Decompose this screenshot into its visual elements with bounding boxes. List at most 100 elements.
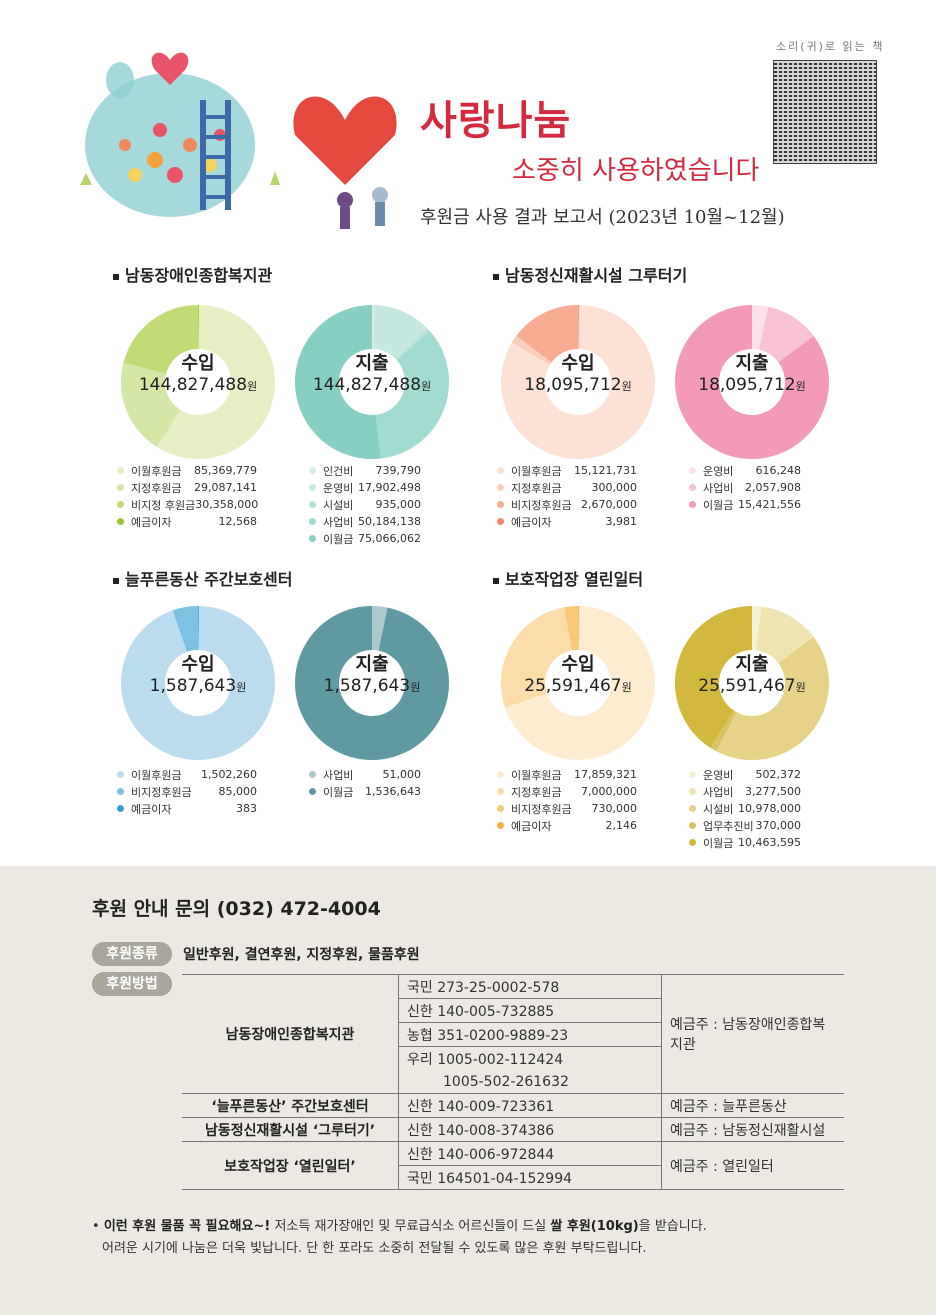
expense-total: 18,095,712원 <box>667 375 837 395</box>
legend-item: 예금이자 12,568 <box>117 513 257 530</box>
expense-total-value: 1,587,643 <box>323 676 411 696</box>
account-holder: 예금주 : 남동정신재활시설 <box>661 1117 844 1142</box>
legend-dot-icon <box>689 501 696 508</box>
legend-value: 30,358,000 <box>195 498 259 511</box>
legend-item: 이월후원금 85,369,779 <box>117 462 257 479</box>
income-slice-0 <box>501 305 655 459</box>
legend-value: 85,369,779 <box>194 464 257 477</box>
legend-item: 운영비 616,248 <box>689 462 801 479</box>
legend-dot-icon <box>689 822 696 829</box>
legend-value: 51,000 <box>382 768 422 781</box>
income-total-unit: 원 <box>236 681 247 694</box>
income-slice-2 <box>564 606 579 651</box>
donation-types: 일반후원, 결연후원, 지정후원, 물품후원 <box>183 947 420 963</box>
income-slice-2 <box>123 305 200 375</box>
legend-dot-icon <box>309 771 316 778</box>
legend-item: 시설비 10,978,000 <box>689 800 801 817</box>
income-total-value: 1,587,643 <box>149 676 237 696</box>
legend-dot-icon <box>689 771 696 778</box>
income-total-value: 18,095,712 <box>524 375 622 395</box>
legend-value: 12,568 <box>218 515 258 528</box>
legend-dot-icon <box>497 484 504 491</box>
legend-item: 이월금 1,536,643 <box>309 783 421 800</box>
income-center-label: 수입 <box>181 353 215 374</box>
account-table: 남동장애인종합복지관 국민 273-25-0002-578 예금주 : 남동장애… <box>182 974 844 1190</box>
note-highlight: 이런 후원 물품 꼭 필요해요~! <box>103 1219 271 1234</box>
account-number: 우리 1005-002-112424 <box>398 1046 662 1070</box>
legend-value: 2,146 <box>605 819 638 832</box>
qr-label: 소리(귀)로 읽는 책 <box>776 40 885 53</box>
table-row: 보호작업장 ‘열린일터’ 신한 140-006-972844 예금주 : 열린일… <box>182 1141 844 1190</box>
piggy-bank-illustration <box>80 52 397 229</box>
legend-value: 10,978,000 <box>738 802 801 815</box>
legend-label: 운영비 <box>703 768 734 782</box>
legend-item: 비지정후원금 2,670,000 <box>497 496 637 513</box>
income-donut-chart <box>121 606 275 760</box>
legend-dot-icon <box>309 501 316 508</box>
expense-slice-1 <box>371 305 428 361</box>
income-donut-chart <box>501 606 655 760</box>
table-row: 국민 164501-04-152994 <box>182 1165 844 1190</box>
expense-donut-chart <box>295 606 449 760</box>
legend-label: 사업비 <box>703 785 734 799</box>
legend-value: 739,790 <box>375 464 422 477</box>
income-total: 18,095,712원 <box>493 375 663 395</box>
legend-label: 비지정후원금 <box>511 802 572 816</box>
legend-label: 비지정후원금 <box>511 498 572 512</box>
legend-label: 비지정 후원금 <box>131 498 196 512</box>
income-slice-1 <box>511 335 552 366</box>
legend-label: 지정후원금 <box>511 785 562 799</box>
legend-label: 이월금 <box>703 498 734 512</box>
income-total-unit: 원 <box>621 681 632 694</box>
income-slice-0 <box>121 606 275 760</box>
expense-slice-2 <box>395 328 430 361</box>
legend-dot-icon <box>117 518 124 525</box>
legend-value: 616,248 <box>755 464 802 477</box>
expense-center-label: 지출 <box>355 353 389 374</box>
expense-slice-3 <box>710 710 737 752</box>
legend-value: 730,000 <box>591 802 638 815</box>
legend-item: 이월금 75,066,062 <box>309 530 421 547</box>
table-row: ‘늘푸른동산’ 주간보호센터 신한 140-009-723361 예금주 : 늘… <box>182 1093 844 1118</box>
legend-item: 업무추진비 370,000 <box>689 817 801 834</box>
legend-item: 사업비 2,057,908 <box>689 479 801 496</box>
income-total-value: 25,591,467 <box>524 676 622 696</box>
legend-item: 예금이자 383 <box>117 800 257 817</box>
org-name: 보호작업장 ‘열린일터’ <box>182 1141 399 1190</box>
legend-dot-icon <box>117 805 124 812</box>
account-number: 1005-502-261632 <box>398 1070 662 1094</box>
note-line-2: 어려운 시기에 나눔은 더욱 빛납니다. 단 한 포라도 소중히 전달될 수 있… <box>102 1241 647 1256</box>
legend-label: 예금이자 <box>131 515 172 529</box>
legend-dot-icon <box>117 484 124 491</box>
legend-dot-icon <box>117 501 124 508</box>
account-number: 신한 140-005-732885 <box>398 998 662 1023</box>
account-holder: 예금주 : 남동장애인종합복지관 <box>661 974 844 1094</box>
legend-item: 이월후원금 1,502,260 <box>117 766 257 783</box>
legend-item: 사업비 50,184,138 <box>309 513 421 530</box>
legend-item: 지정후원금 300,000 <box>497 479 637 496</box>
income-legend: 이월후원금 85,369,779 지정후원금 29,087,141 비지정 후원금 30,… <box>117 462 259 530</box>
legend-label: 이월후원금 <box>131 464 182 478</box>
legend-item: 비지정후원금 85,000 <box>117 783 257 800</box>
legend-label: 예금이자 <box>511 515 552 529</box>
donation-types-pill: 후원종류 <box>92 942 172 966</box>
org-name: ‘늘푸른동산’ 주간보호센터 <box>182 1093 399 1118</box>
legend-item: 운영비 502,372 <box>689 766 801 783</box>
expense-total-unit: 원 <box>795 681 806 694</box>
income-slice-1 <box>121 362 182 448</box>
expense-legend: 사업비 51,000 이월금 1,536,643 <box>309 766 421 800</box>
legend-value: 29,087,141 <box>194 481 257 494</box>
legend-dot-icon <box>309 467 316 474</box>
legend-dot-icon <box>309 518 316 525</box>
section-title: 남동장애인종합복지관 <box>113 262 272 286</box>
qr-code[interactable] <box>773 60 877 164</box>
legend-label: 이월금 <box>323 785 354 799</box>
donation-note: • 이런 후원 물품 꼭 필요해요~! 저소득 재가장애인 및 무료급식소 어르… <box>92 1216 892 1260</box>
contact-heading: 후원 안내 문의 (032) 472-4004 <box>92 898 381 920</box>
legend-label: 시설비 <box>703 802 734 816</box>
legend-item: 비지정후원금 730,000 <box>497 800 637 817</box>
expense-slice-2 <box>675 305 829 459</box>
account-holder: 예금주 : 열린일터 <box>661 1141 844 1190</box>
legend-label: 지정후원금 <box>511 481 562 495</box>
legend-value: 935,000 <box>375 498 422 511</box>
